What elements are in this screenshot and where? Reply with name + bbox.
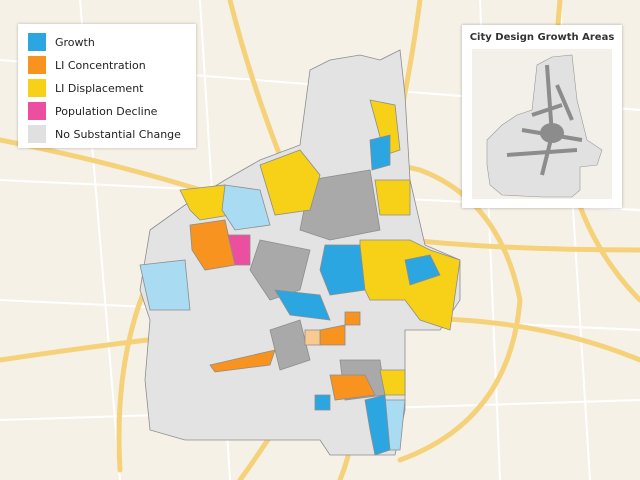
legend-item: Population Decline	[28, 101, 157, 121]
legend-item: No Substantial Change	[28, 124, 181, 144]
legend-label: Population Decline	[55, 104, 158, 118]
legend-label: LI Concentration	[55, 58, 146, 72]
legend-swatch	[28, 33, 46, 51]
inset-map: City Design Growth Areas	[462, 25, 622, 208]
legend-item: LI Concentration	[28, 55, 146, 75]
legend-label: No Substantial Change	[55, 127, 181, 141]
inset-drawing	[472, 49, 612, 199]
inset-title: City Design Growth Areas	[469, 32, 615, 43]
inset-core	[540, 123, 564, 143]
legend-swatch	[28, 102, 46, 120]
legend-swatch	[28, 79, 46, 97]
legend-item: Growth	[28, 32, 95, 52]
legend-label: Growth	[55, 35, 95, 49]
legend-label: LI Displacement	[55, 81, 144, 95]
legend-swatch	[28, 56, 46, 74]
growth-areas	[139, 99, 461, 456]
legend-item: LI Displacement	[28, 78, 144, 98]
legend-swatch	[28, 125, 46, 143]
legend: Growth LI Concentration LI Displacement Pop…	[18, 24, 196, 148]
